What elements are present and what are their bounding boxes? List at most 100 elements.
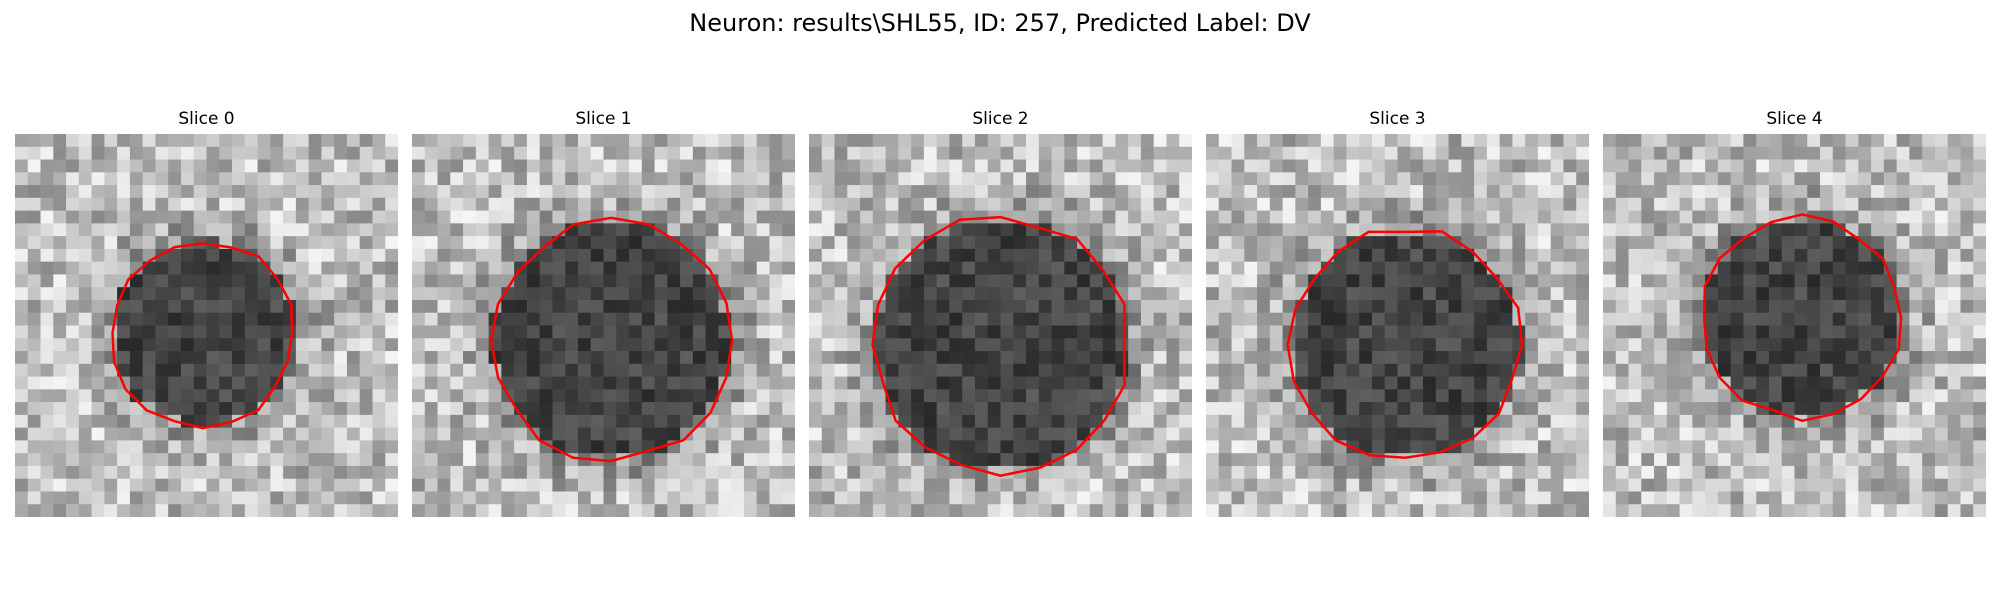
pixel xyxy=(1743,491,1757,505)
pixel xyxy=(40,478,54,492)
pixel xyxy=(346,299,361,314)
pixel xyxy=(1179,185,1192,199)
pixel xyxy=(1153,427,1167,441)
pixel xyxy=(1922,159,1936,173)
pixel xyxy=(603,363,617,377)
pixel xyxy=(923,312,938,326)
pixel xyxy=(1512,185,1526,199)
pixel xyxy=(731,376,745,390)
pixel xyxy=(1051,236,1065,250)
pixel xyxy=(91,159,105,173)
pixel xyxy=(104,274,118,288)
pixel xyxy=(1883,210,1898,224)
pixel xyxy=(283,274,297,288)
pixel xyxy=(1102,146,1116,160)
pixel xyxy=(526,210,541,224)
pixel xyxy=(1654,338,1668,352)
pixel xyxy=(821,248,835,263)
pixel xyxy=(1435,325,1449,339)
pixel xyxy=(1717,402,1732,416)
pixel xyxy=(1730,376,1744,390)
pixel xyxy=(155,338,169,352)
pixel xyxy=(565,338,579,352)
pixel xyxy=(1179,427,1192,441)
pixel xyxy=(1973,312,1986,326)
pixel xyxy=(142,440,156,454)
pixel xyxy=(15,338,29,352)
pixel xyxy=(308,146,322,160)
pixel xyxy=(514,504,528,517)
pixel xyxy=(463,185,477,199)
pixel xyxy=(1461,185,1475,199)
pixel xyxy=(1077,376,1091,390)
pixel xyxy=(1756,440,1770,454)
pixel xyxy=(577,351,592,365)
pixel xyxy=(1486,172,1501,186)
pixel xyxy=(1102,351,1116,365)
pixel xyxy=(680,338,694,352)
pixel xyxy=(1115,146,1129,160)
pixel xyxy=(821,363,835,377)
pixel xyxy=(1064,312,1078,326)
pixel xyxy=(565,376,579,390)
pixel xyxy=(1346,210,1360,224)
pixel xyxy=(488,402,502,416)
pixel xyxy=(295,159,310,173)
pixel xyxy=(1743,402,1757,416)
pixel xyxy=(821,210,835,224)
pixel xyxy=(1333,312,1347,326)
pixel xyxy=(1692,287,1706,301)
pixel xyxy=(359,465,373,480)
pixel xyxy=(232,210,246,224)
pixel xyxy=(1179,312,1192,326)
pixel xyxy=(1269,402,1283,416)
pixel xyxy=(321,504,335,517)
pixel xyxy=(1960,402,1974,416)
pixel xyxy=(1486,504,1501,517)
pixel xyxy=(1909,312,1923,326)
pixel xyxy=(1206,414,1220,429)
pixel xyxy=(1603,440,1617,454)
pixel xyxy=(654,146,668,160)
pixel xyxy=(424,414,438,429)
pixel xyxy=(1359,146,1373,160)
pixel xyxy=(1359,236,1373,250)
pixel xyxy=(860,261,874,275)
pixel xyxy=(283,312,297,326)
pixel xyxy=(308,210,322,224)
pixel xyxy=(962,440,976,454)
pixel xyxy=(346,453,361,467)
pixel xyxy=(782,351,795,365)
pixel xyxy=(1269,223,1283,237)
pixel xyxy=(1486,427,1501,441)
pixel xyxy=(1973,248,1986,263)
pixel xyxy=(155,440,169,454)
pixel xyxy=(936,197,950,211)
pixel xyxy=(1038,197,1052,211)
pixel xyxy=(295,197,310,211)
pixel xyxy=(743,325,758,339)
pixel xyxy=(1576,236,1589,250)
pixel xyxy=(821,376,835,390)
pixel xyxy=(1654,478,1668,492)
pixel xyxy=(911,491,925,505)
pixel xyxy=(1371,427,1386,441)
pixel xyxy=(667,453,681,467)
pixel xyxy=(898,312,912,326)
pixel xyxy=(1654,299,1668,314)
pixel xyxy=(437,376,451,390)
pixel xyxy=(1909,299,1923,314)
pixel xyxy=(53,465,67,480)
pixel xyxy=(385,478,398,492)
pixel xyxy=(1858,351,1872,365)
pixel xyxy=(1550,478,1564,492)
pixel xyxy=(1563,159,1577,173)
pixel xyxy=(769,478,783,492)
pixel xyxy=(1794,274,1808,288)
pixel xyxy=(1781,185,1795,199)
pixel xyxy=(1244,236,1258,250)
pixel xyxy=(1435,312,1449,326)
pixel xyxy=(641,248,655,263)
pixel xyxy=(206,402,220,416)
pixel xyxy=(1525,146,1539,160)
